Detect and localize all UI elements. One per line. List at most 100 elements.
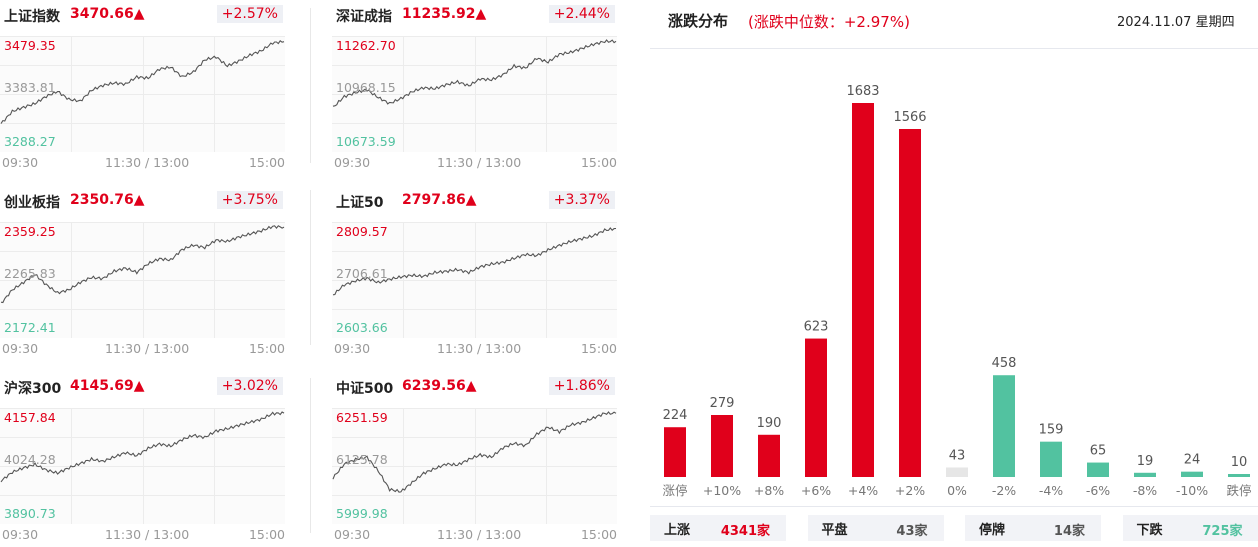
index-price: 4145.69▲: [70, 378, 145, 394]
bar-value-label: 159: [1039, 423, 1064, 438]
bar-category-label: +4%: [848, 483, 878, 498]
bar[interactable]: [758, 435, 780, 477]
time-end: 15:00: [249, 527, 285, 542]
time-start: 09:30: [2, 155, 38, 170]
bar-value-label: 1683: [846, 84, 879, 99]
index-change: +3.02%: [217, 377, 283, 395]
index-name: 上证50: [336, 192, 383, 212]
time-mid: 11:30 / 13:00: [105, 527, 189, 542]
summary-value: 4341家: [721, 520, 770, 539]
index-price: 2797.86▲: [402, 192, 477, 208]
bar[interactable]: [852, 103, 874, 477]
summary-value: 725家: [1202, 520, 1242, 539]
index-name: 深证成指: [336, 6, 392, 26]
bar[interactable]: [1040, 442, 1062, 477]
bar-value-label: 10: [1231, 455, 1248, 470]
bar[interactable]: [664, 427, 686, 477]
bar[interactable]: [993, 375, 1015, 477]
bar-value-label: 19: [1137, 454, 1154, 469]
index-card[interactable]: 深证成指 11235.92▲ +2.44% 11262.70 10968.15 …: [332, 0, 617, 175]
bar-category-label: -10%: [1176, 483, 1208, 498]
time-end: 15:00: [581, 155, 617, 170]
index-change: +1.86%: [549, 377, 615, 395]
index-card[interactable]: 沪深300 4145.69▲ +3.02% 4157.84 4024.28 38…: [0, 372, 285, 547]
mid-label: 2265.83: [4, 266, 56, 281]
time-mid: 11:30 / 13:00: [437, 341, 521, 356]
index-name: 沪深300: [4, 378, 61, 398]
bar-category-label: 0%: [947, 483, 967, 498]
bar-category-label: +8%: [754, 483, 784, 498]
index-card[interactable]: 中证500 6239.56▲ +1.86% 6251.59 6125.78 59…: [332, 372, 617, 547]
index-price: 6239.56▲: [402, 378, 477, 394]
high-label: 6251.59: [336, 410, 388, 425]
index-card[interactable]: 创业板指 2350.76▲ +3.75% 2359.25 2265.83 217…: [0, 186, 285, 361]
bar[interactable]: [1181, 472, 1203, 477]
low-label: 3890.73: [4, 506, 56, 521]
index-card[interactable]: 上证50 2797.86▲ +3.37% 2809.57 2706.61 260…: [332, 186, 617, 361]
date-label: 2024.11.07 星期四: [1117, 11, 1235, 30]
time-mid: 11:30 / 13:00: [105, 341, 189, 356]
bar[interactable]: [1134, 473, 1156, 477]
bar-category-label: +10%: [703, 483, 741, 498]
index-card[interactable]: 上证指数 3470.66▲ +2.57% 3479.35 3383.81 328…: [0, 0, 285, 175]
high-label: 2809.57: [336, 224, 388, 239]
bar-value-label: 458: [992, 356, 1017, 371]
time-start: 09:30: [2, 527, 38, 542]
bar-value-label: 623: [804, 320, 829, 335]
index-price: 2350.76▲: [70, 192, 145, 208]
index-price: 11235.92▲: [402, 6, 486, 22]
bar-category-label: +6%: [801, 483, 831, 498]
time-start: 09:30: [334, 341, 370, 356]
distribution-title: 涨跌分布: [668, 10, 728, 31]
time-mid: 11:30 / 13:00: [105, 155, 189, 170]
summary-label: 上涨: [664, 519, 690, 538]
mid-label: 10968.15: [336, 80, 396, 95]
mid-label: 3383.81: [4, 80, 56, 95]
divider: [650, 506, 1258, 507]
summary-label: 平盘: [822, 519, 848, 538]
index-name: 中证500: [336, 378, 393, 398]
divider: [310, 8, 311, 163]
bar-category-label: 跌停: [1226, 483, 1251, 498]
divider: [650, 48, 1258, 49]
bar[interactable]: [1228, 474, 1250, 477]
bar-category-label: -8%: [1133, 483, 1157, 498]
low-label: 2172.41: [4, 320, 56, 335]
bar[interactable]: [899, 129, 921, 477]
median-change: (涨跌中位数：+2.97%): [748, 11, 910, 32]
high-label: 11262.70: [336, 38, 396, 53]
high-label: 3479.35: [4, 38, 56, 53]
index-change: +3.37%: [549, 191, 615, 209]
divider: [310, 190, 311, 345]
summary-label: 停牌: [979, 519, 1005, 538]
time-end: 15:00: [249, 155, 285, 170]
bar-value-label: 65: [1090, 444, 1107, 459]
bar-value-label: 279: [710, 396, 735, 411]
time-start: 09:30: [334, 527, 370, 542]
mid-label: 6125.78: [336, 452, 388, 467]
summary-label: 下跌: [1137, 519, 1163, 538]
time-mid: 11:30 / 13:00: [437, 155, 521, 170]
bar-category-label: -2%: [992, 483, 1016, 498]
bar[interactable]: [1087, 463, 1109, 477]
bar[interactable]: [805, 339, 827, 477]
summary-value: 43家: [896, 520, 927, 539]
low-label: 5999.98: [336, 506, 388, 521]
summary-item: 下跌 725家: [1123, 515, 1258, 541]
summary-value: 14家: [1054, 520, 1085, 539]
time-end: 15:00: [249, 341, 285, 356]
time-start: 09:30: [2, 341, 38, 356]
index-name: 创业板指: [4, 192, 60, 212]
bar-category-label: 涨停: [662, 483, 687, 498]
bar[interactable]: [711, 415, 733, 477]
divider: [310, 378, 311, 533]
low-label: 10673.59: [336, 134, 396, 149]
bar-value-label: 224: [663, 408, 688, 423]
bar-category-label: -4%: [1039, 483, 1063, 498]
bar[interactable]: [946, 467, 968, 477]
low-label: 2603.66: [336, 320, 388, 335]
summary-item: 平盘 43家: [808, 515, 944, 541]
bar-value-label: 1566: [893, 110, 926, 125]
index-change: +2.57%: [217, 5, 283, 23]
time-end: 15:00: [581, 527, 617, 542]
